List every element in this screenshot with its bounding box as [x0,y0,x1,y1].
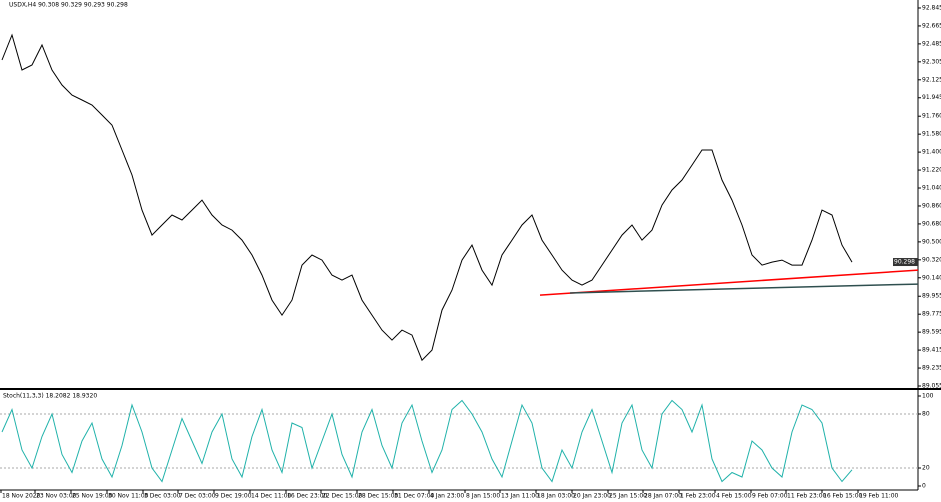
y-tick-label: 92.305 [922,58,941,65]
y-tick-label: 89.595 [922,329,941,336]
y-tick-label: 90.140 [922,274,941,281]
x-tick-label: 25 Nov 19:00 [72,493,113,500]
y-tick-label: 91.040 [922,185,941,192]
y-tick-label: 20 [922,465,930,472]
x-tick-label: 31 Dec 07:00 [394,493,435,500]
y-tick-label: 100 [922,393,934,400]
y-tick-label: 89.775 [922,311,941,318]
y-tick-label: 92.485 [922,40,941,47]
x-tick-label: 4 Jan 23:00 [430,493,464,500]
current-price-label: 90.298 [894,259,915,266]
x-tick-label: 28 Jan 07:00 [644,493,682,500]
y-tick-label: 91.220 [922,167,941,174]
y-tick-label: 89.235 [922,365,941,372]
main-title: USDX,H4 90.308 90.329 90.293 90.298 [9,2,128,9]
y-tick-label: 91.400 [922,149,941,156]
x-tick-label: 30 Nov 11:00 [108,493,149,500]
y-tick-label: 92.845 [922,4,941,11]
x-tick-label: 3 Dec 03:00 [144,493,181,500]
x-tick-label: 13 Jan 11:00 [501,493,539,500]
x-tick-label: 9 Feb 07:00 [752,493,788,500]
trend-line [569,283,919,294]
y-tick-label: 89.055 [922,383,941,390]
y-tick-label: 80 [922,411,930,418]
x-tick-label: 14 Dec 11:00 [251,493,292,500]
series-line [1,33,853,362]
trend-line [539,269,919,296]
y-tick-label: 90.860 [922,202,941,209]
x-tick-label: 11 Feb 23:00 [787,493,827,500]
x-tick-label: 22 Dec 15:00 [322,493,363,500]
x-tick-label: 16 Dec 23:00 [287,493,328,500]
y-tick-label: 0 [922,483,926,490]
y-tick-label: 89.415 [922,347,941,354]
stoch-title: Stoch(11,3,3) 18.2082 18.9320 [3,393,97,400]
x-tick-label: 8 Jan 15:00 [466,493,500,500]
x-tick-label: 19 Feb 11:00 [859,493,899,500]
y-tick-label: 92.665 [922,22,941,29]
y-tick-label: 91.760 [922,113,941,120]
y-tick-label: 90.500 [922,238,941,245]
current-price-box [893,258,918,267]
y-tick-label: 91.580 [922,131,941,138]
x-tick-label: 16 Feb 15:00 [823,493,863,500]
y-tick-label: 91.945 [922,94,941,101]
y-tick-label: 90.680 [922,220,941,227]
y-tick-label: 92.125 [922,76,941,83]
series-line [1,399,853,483]
x-tick-label: 18 Jan 03:00 [537,493,575,500]
x-tick-label: 20 Jan 23:00 [573,493,611,500]
x-tick-label: 1 Feb 23:00 [680,493,716,500]
x-tick-label: 9 Dec 19:00 [215,493,252,500]
x-tick-label: 4 Feb 15:00 [716,493,752,500]
x-tick-label: 23 Nov 03:00 [36,493,77,500]
x-tick-label: 25 Jan 15:00 [609,493,647,500]
x-tick-label: 7 Dec 03:00 [179,493,216,500]
y-tick-label: 89.955 [922,293,941,300]
x-tick-label: 28 Dec 15:00 [358,493,399,500]
y-tick-label: 90.320 [922,256,941,263]
x-tick-label: 18 Nov 2020 [2,493,41,500]
